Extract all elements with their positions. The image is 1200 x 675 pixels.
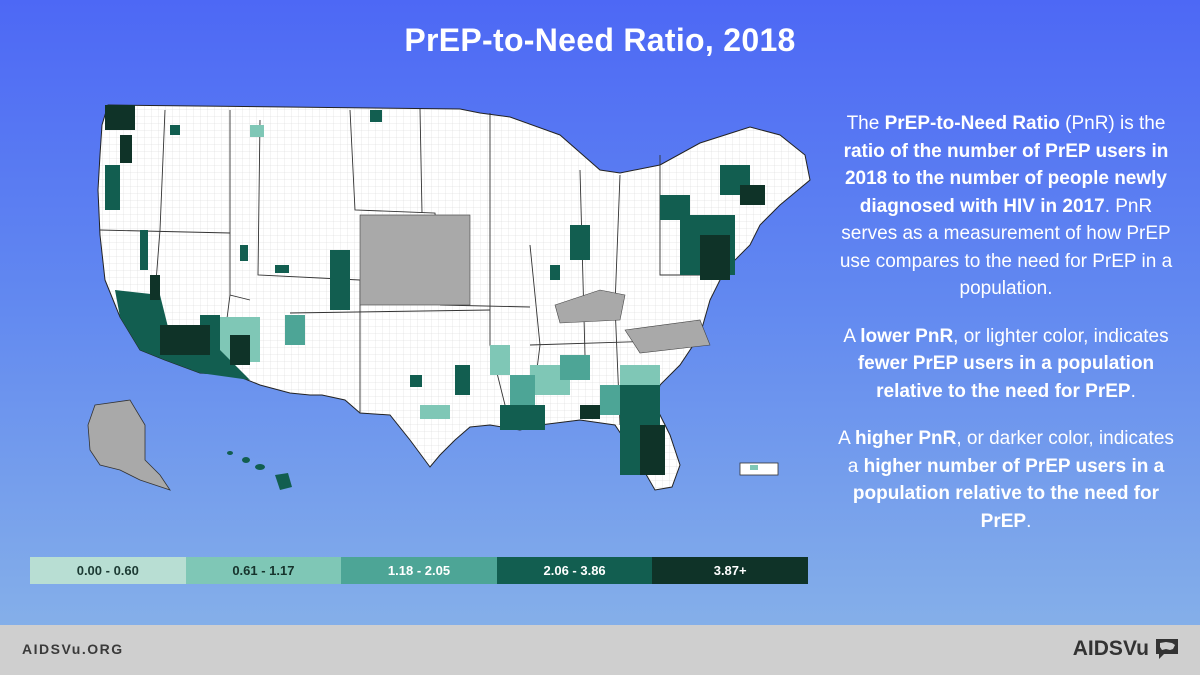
legend-item: 0.61 - 1.17 <box>185 557 342 584</box>
footer-url-link[interactable]: AIDSVu.ORG <box>22 641 124 657</box>
explanation-text: (PnR) is the <box>1059 113 1166 134</box>
explanation-text: , or darker color, indicates a <box>847 428 1174 477</box>
explanation-paragraph-1: The PrEP-to-Need Ratio (PnR) is the rati… <box>832 110 1180 303</box>
hawaii-islands <box>227 451 292 490</box>
legend-item: 1.18 - 2.05 <box>341 557 497 584</box>
footer-bar: AIDSVu.ORG AIDSVu <box>0 625 1200 675</box>
us-map-speech-bubble-icon <box>1156 639 1178 659</box>
no-data-region-kentucky <box>554 289 626 324</box>
explanation-bold: fewer PrEP users in a population relativ… <box>857 353 1155 402</box>
alaska-outline <box>87 399 171 491</box>
explanation-text: A <box>838 428 855 449</box>
counties-3.87-plus <box>105 105 765 475</box>
puerto-rico <box>739 462 779 476</box>
aidsvu-logo: AIDSVu <box>1073 637 1180 661</box>
map-legend: 0.00 - 0.60 0.61 - 1.17 1.18 - 2.05 2.06 - … <box>30 557 808 584</box>
explanation-paragraph-3: A higher PnR, or darker color, indicates… <box>832 425 1180 535</box>
page-title: PrEP-to-Need Ratio, 2018 <box>404 22 796 58</box>
explanation-text: . <box>1130 380 1136 402</box>
legend-item: 3.87+ <box>652 557 808 584</box>
explanation-paragraph-2: A lower PnR, or lighter color, indicates… <box>832 323 1180 406</box>
us-county-choropleth-map <box>60 95 840 515</box>
explanation-bold: lower PnR <box>860 325 954 347</box>
explanation-bold: ratio of the number of PrEP users in 201… <box>843 140 1169 217</box>
no-data-region-nebraska <box>359 214 471 306</box>
explanation-panel: The PrEP-to-Need Ratio (PnR) is the rati… <box>832 110 1180 555</box>
explanation-text: A <box>843 325 861 347</box>
explanation-bold: PrEP-to-Need Ratio <box>884 113 1060 134</box>
no-data-region-north-carolina <box>624 319 711 354</box>
counties-1.18-2.05 <box>285 315 620 415</box>
map-svg <box>87 104 811 491</box>
explanation-text: , or lighter color, indicates <box>953 325 1169 347</box>
explanation-bold: higher number of PrEP users in a populat… <box>852 455 1165 532</box>
explanation-text: . <box>1026 510 1032 532</box>
explanation-text: The <box>846 113 885 134</box>
explanation-bold: higher PnR <box>855 428 957 449</box>
legend-item: 2.06 - 3.86 <box>496 557 653 584</box>
legend-item: 0.00 - 0.60 <box>30 557 186 584</box>
explanation-text: . PnR serves as a measurement of how PrE… <box>839 195 1173 300</box>
logo-text: AIDSVu <box>1072 637 1149 660</box>
